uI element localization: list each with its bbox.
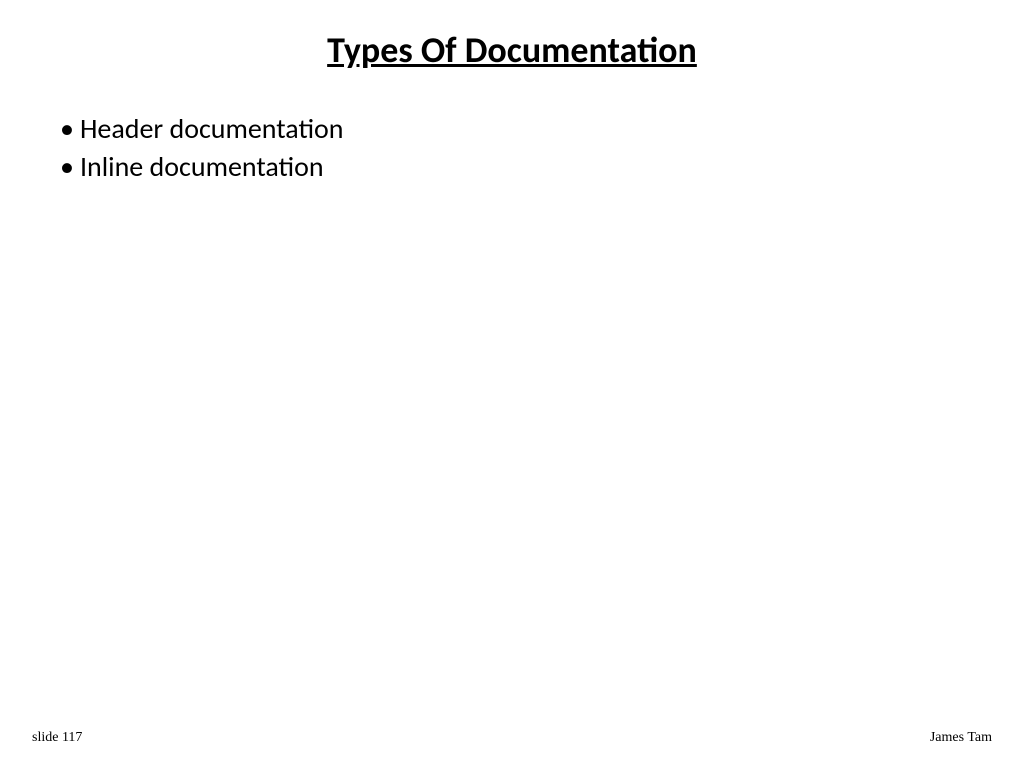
slide-title: Types Of Documentation [0, 0, 1024, 92]
bullet-item: • Header documentation [60, 110, 1024, 148]
bullet-item: • Inline documentation [60, 148, 1024, 186]
bullet-list: • Header documentation • Inline document… [0, 92, 1024, 186]
bullet-marker: • [60, 110, 74, 148]
bullet-text: Header documentation [80, 110, 344, 148]
bullet-marker: • [60, 148, 74, 186]
bullet-text: Inline documentation [80, 148, 324, 186]
slide-footer: slide 117 James Tam [0, 730, 1024, 746]
footer-author: James Tam [930, 730, 992, 746]
footer-slide-number: slide 117 [32, 730, 82, 746]
